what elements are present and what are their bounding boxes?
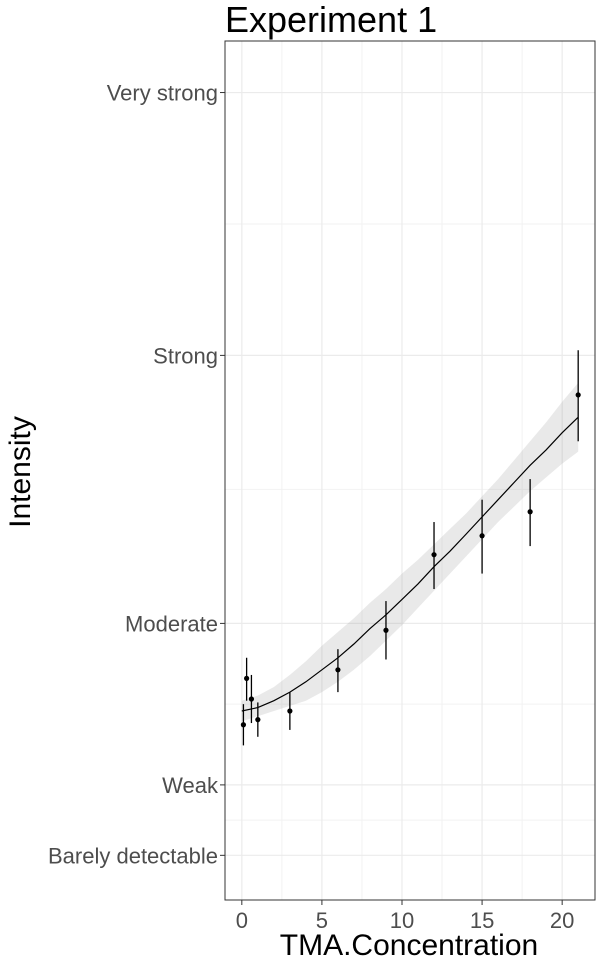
x-tick-label: 5 [316, 908, 328, 933]
data-point [527, 509, 533, 515]
data-point [240, 722, 247, 728]
y-axis-title: Intensity [4, 416, 37, 528]
data-point [575, 392, 581, 398]
data-point [287, 708, 293, 714]
data-point [335, 667, 341, 673]
plot-panel [225, 41, 595, 900]
smooth-fit-line [241, 416, 579, 712]
x-tick-label: 15 [470, 908, 494, 933]
plot-area: 0 5 10 15 20 Barely detectable Weak Moderate Str… [48, 40, 596, 933]
confidence-band [241, 382, 579, 722]
y-tick-label: Weak [162, 773, 219, 798]
data-point [244, 675, 250, 681]
panel-border [224, 40, 596, 901]
y-tick-label: Strong [153, 343, 218, 368]
data-point [383, 627, 389, 633]
x-tick-label: 10 [390, 908, 414, 933]
y-tick-label: Very strong [107, 81, 218, 106]
chart-title: Experiment 1 [225, 0, 437, 40]
x-tick-label: 20 [550, 908, 574, 933]
data-point [255, 717, 261, 723]
data-point [248, 696, 255, 702]
x-axis-title: TMA.Concentration [280, 929, 538, 960]
y-tick-label: Barely detectable [48, 843, 218, 868]
data-point [479, 533, 485, 539]
data-point [431, 552, 437, 558]
y-tick-label: Moderate [125, 611, 218, 636]
x-tick-label: 0 [236, 908, 248, 933]
